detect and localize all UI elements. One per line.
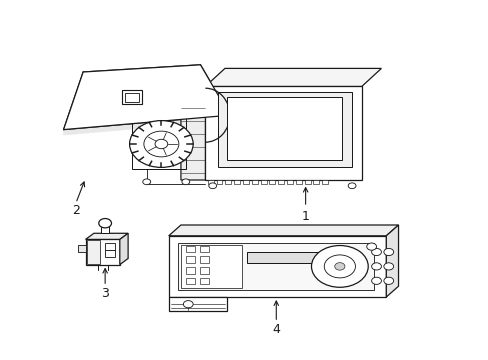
Bar — [185, 246, 194, 252]
Circle shape — [347, 183, 355, 189]
Polygon shape — [105, 250, 115, 257]
Polygon shape — [295, 180, 301, 184]
Polygon shape — [63, 65, 229, 130]
Polygon shape — [168, 225, 398, 236]
Polygon shape — [260, 180, 266, 184]
Circle shape — [371, 277, 381, 284]
Circle shape — [383, 263, 393, 270]
Polygon shape — [122, 90, 142, 104]
Polygon shape — [63, 115, 229, 135]
Circle shape — [334, 263, 344, 270]
Circle shape — [383, 248, 393, 256]
Circle shape — [383, 277, 393, 284]
Polygon shape — [78, 245, 85, 252]
Polygon shape — [205, 68, 381, 86]
Circle shape — [129, 121, 193, 167]
Polygon shape — [207, 180, 213, 184]
Polygon shape — [181, 94, 205, 180]
Polygon shape — [181, 245, 242, 288]
Circle shape — [155, 139, 167, 149]
Text: 4: 4 — [272, 323, 280, 336]
Bar — [185, 256, 194, 263]
Polygon shape — [168, 297, 227, 311]
Bar — [200, 246, 209, 252]
Polygon shape — [101, 224, 109, 233]
Polygon shape — [234, 180, 240, 184]
Bar — [200, 267, 209, 274]
Polygon shape — [286, 180, 292, 184]
Bar — [185, 278, 194, 284]
Circle shape — [371, 263, 381, 270]
Polygon shape — [313, 180, 319, 184]
Polygon shape — [168, 236, 386, 297]
Bar — [185, 267, 194, 274]
Circle shape — [371, 248, 381, 256]
Polygon shape — [125, 93, 139, 102]
Polygon shape — [178, 243, 373, 290]
Polygon shape — [386, 225, 398, 297]
Bar — [200, 256, 209, 263]
Polygon shape — [86, 240, 100, 264]
Bar — [200, 278, 209, 284]
Polygon shape — [278, 180, 284, 184]
Polygon shape — [216, 180, 222, 184]
Polygon shape — [85, 233, 128, 239]
Circle shape — [311, 246, 367, 287]
Polygon shape — [251, 180, 257, 184]
Polygon shape — [85, 239, 120, 265]
Polygon shape — [217, 92, 351, 167]
Circle shape — [366, 243, 376, 250]
Circle shape — [324, 255, 355, 278]
Circle shape — [183, 301, 193, 308]
Circle shape — [99, 219, 111, 228]
Circle shape — [208, 183, 216, 189]
Polygon shape — [105, 243, 115, 250]
Polygon shape — [205, 86, 361, 180]
Polygon shape — [227, 97, 342, 160]
Text: 1: 1 — [301, 210, 309, 222]
Polygon shape — [243, 180, 248, 184]
Polygon shape — [269, 180, 275, 184]
Polygon shape — [304, 180, 310, 184]
Polygon shape — [322, 180, 327, 184]
Circle shape — [142, 179, 150, 185]
Polygon shape — [225, 180, 231, 184]
Polygon shape — [120, 233, 128, 265]
Text: 2: 2 — [72, 204, 80, 217]
Bar — [246, 252, 325, 263]
Circle shape — [143, 131, 179, 157]
Text: 3: 3 — [101, 287, 109, 300]
Circle shape — [182, 179, 189, 185]
